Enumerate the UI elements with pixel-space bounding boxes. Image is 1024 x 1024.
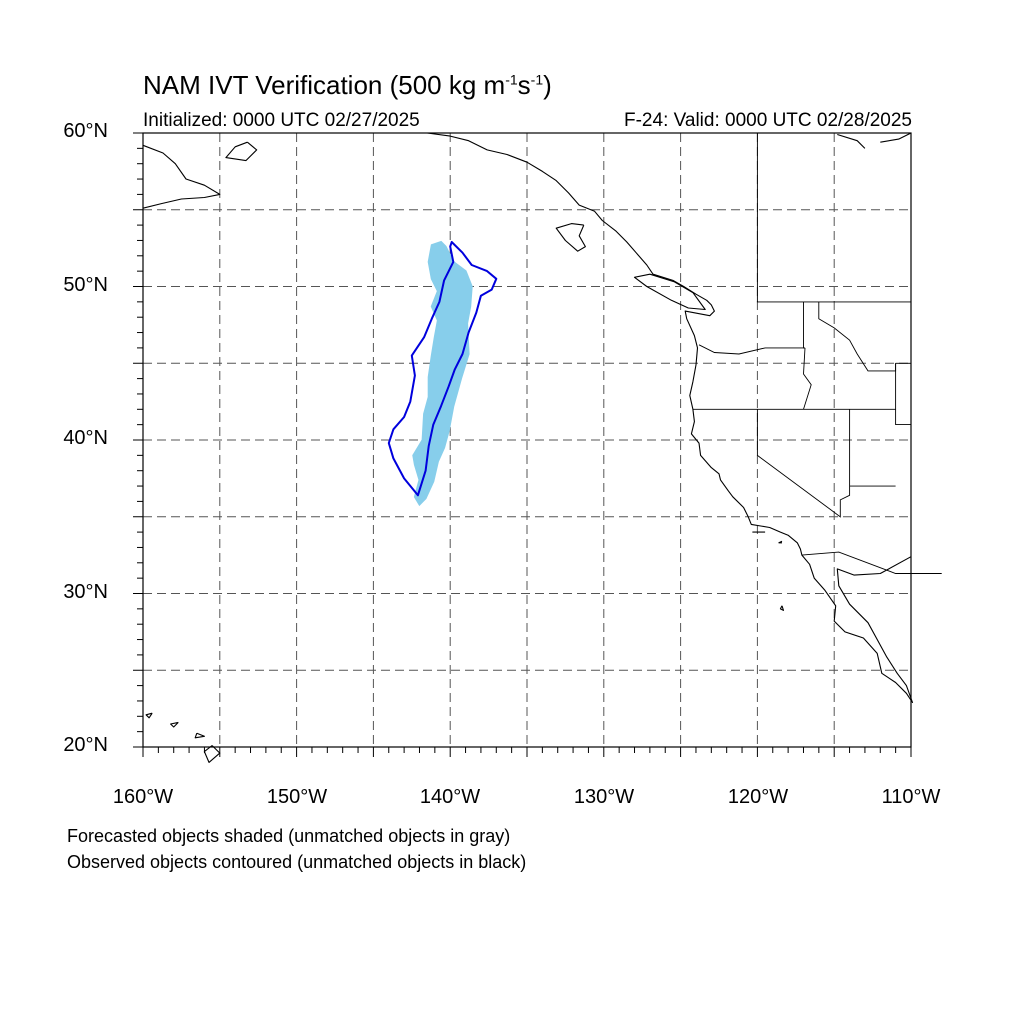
lon-label-140w: 140°W [419, 786, 481, 808]
lat-label-60n: 60°N [63, 120, 108, 142]
title-unit-s: s [517, 70, 531, 100]
map-frame [142, 132, 912, 748]
coastline-segment [145, 712, 153, 719]
map-title: NAM IVT Verification (500 kg m-1s-1) [143, 70, 552, 101]
title-main: NAM IVT Verification (500 kg m [143, 70, 506, 100]
lon-label-160w: 160°W [112, 786, 174, 808]
title-exponent-1: -1 [505, 71, 518, 88]
coastlines [142, 132, 914, 763]
border-segment [756, 409, 851, 518]
lon-label-130w: 130°W [573, 786, 635, 808]
coastline-segment [203, 745, 221, 763]
coastline-segment [142, 144, 221, 209]
axis-ticks [133, 132, 912, 757]
observed-object-contour [387, 241, 498, 497]
title-end: ) [543, 70, 552, 100]
lat-label-40n: 40°N [63, 427, 108, 449]
coastline-segment [427, 132, 914, 704]
lat-label-50n: 50°N [63, 274, 108, 296]
coastline-segment [880, 132, 912, 143]
init-time-label: Initialized: 0000 UTC 02/27/2025 [143, 110, 420, 131]
lat-label-30n: 30°N [63, 581, 108, 603]
lon-label-120w: 120°W [727, 786, 789, 808]
political-borders [692, 133, 942, 574]
lon-label-150w: 150°W [266, 786, 328, 808]
forecast-legend-note: Forecasted objects shaded (unmatched obj… [67, 826, 511, 846]
border-segment [803, 347, 812, 410]
border-segment [698, 344, 805, 355]
valid-time-label: F-24: Valid: 0000 UTC 02/28/2025 [624, 110, 912, 131]
title-exponent-2: -1 [530, 71, 544, 88]
border-segment [803, 301, 805, 349]
coastline-segment [837, 133, 866, 149]
observed-legend-note: Observed objects contoured (unmatched ob… [67, 852, 527, 872]
forecast-objects [412, 240, 473, 507]
border-segment [818, 301, 897, 372]
lat-label-20n: 20°N [63, 734, 108, 756]
observed-objects [387, 241, 498, 497]
coastline-segment [194, 732, 205, 739]
lon-label-110w: 110°W [881, 786, 941, 808]
coastline-segment [778, 540, 783, 544]
graticule [143, 133, 911, 747]
border-segment [895, 363, 911, 426]
coastline-segment [779, 605, 785, 611]
coastline-segment [555, 223, 586, 252]
coastline-segment [633, 273, 706, 311]
border-segment [756, 133, 911, 303]
coastline-segment [225, 141, 258, 162]
coastline-segment [170, 721, 179, 728]
forecast-object-shade [412, 240, 473, 507]
border-segment [801, 551, 942, 574]
